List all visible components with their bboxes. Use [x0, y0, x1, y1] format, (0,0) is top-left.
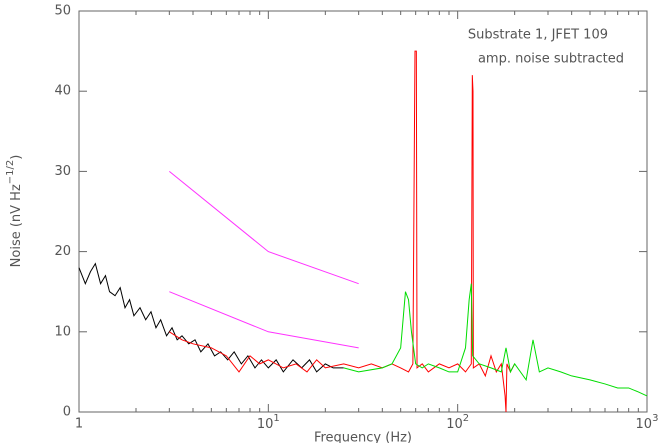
- x-tick-label: 102: [446, 413, 469, 432]
- annotation: Substrate 1, JFET 109: [468, 28, 608, 43]
- y-label-text: Noise (nV Hz: [9, 184, 24, 267]
- series-line: [343, 283, 648, 397]
- x-tick-label: 1: [75, 417, 83, 432]
- y-tick-label: 30: [54, 164, 71, 179]
- y-tick-label: 50: [54, 4, 71, 19]
- series-line: [169, 291, 359, 349]
- x-tick-label: 103: [636, 413, 658, 432]
- y-tick-label: 10: [54, 324, 71, 339]
- y-axis-label: Noise (nV Hz−1/2): [5, 155, 24, 268]
- series-line: [78, 262, 344, 373]
- y-label-suffix: ): [9, 155, 24, 160]
- series-line: [169, 50, 516, 413]
- y-tick-label: 40: [54, 84, 71, 99]
- annotation: amp. noise subtracted: [478, 52, 624, 67]
- x-axis-label: Frequency (Hz): [314, 431, 412, 443]
- y-label-superscript: −1/2: [5, 160, 16, 184]
- y-tick-label: 20: [54, 244, 71, 259]
- series-line: [169, 171, 359, 285]
- x-tick-label: 101: [257, 413, 280, 432]
- plot-frame: [78, 10, 648, 413]
- y-tick-label: 0: [63, 405, 71, 420]
